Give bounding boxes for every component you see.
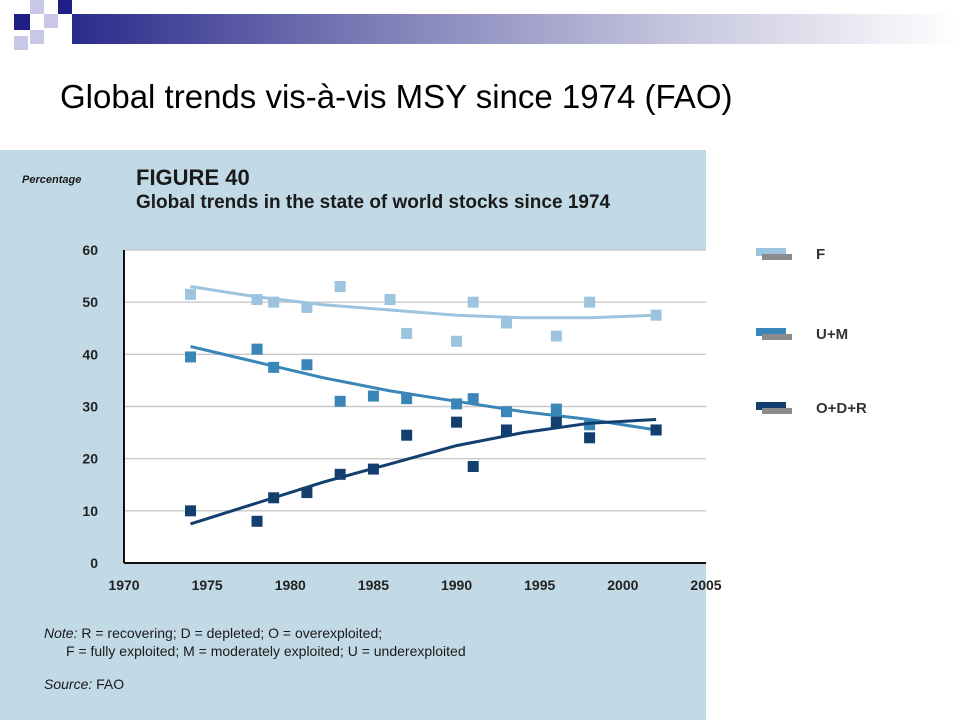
- data-point-series-1: [334, 395, 346, 407]
- trend-line-series-2: [190, 418, 657, 526]
- title-gradient-bar: [72, 14, 960, 44]
- corner-square-lilac: [44, 14, 58, 28]
- x-tick-label: 1995: [524, 577, 555, 593]
- legend-label-f: F: [816, 246, 826, 263]
- data-point-series-2: [367, 463, 379, 475]
- trend-line-series-1: [190, 345, 657, 432]
- x-tick-label: 2005: [690, 577, 721, 593]
- data-point-series-2: [401, 429, 413, 441]
- figure-source: Source: FAO: [44, 676, 124, 692]
- x-tick-label: 1975: [192, 577, 223, 593]
- y-tick-label: 40: [82, 346, 98, 362]
- source-prefix: Source:: [44, 676, 93, 692]
- data-point-series-2: [451, 416, 463, 428]
- data-point-series-0: [650, 309, 662, 321]
- data-point-series-0: [451, 335, 463, 347]
- x-tick-label: 1980: [275, 577, 306, 593]
- data-point-series-2: [550, 416, 562, 428]
- corner-square-lilac: [14, 36, 28, 50]
- figure-note: Note: R = recovering; D = depleted; O = …: [44, 624, 466, 660]
- note-line-1: R = recovering; D = depleted; O = overex…: [81, 625, 383, 641]
- y-tick-label: 0: [90, 555, 98, 571]
- trend-line-series-0: [190, 285, 657, 320]
- x-tick-label: 2000: [607, 577, 638, 593]
- x-tick-label: 1970: [108, 577, 139, 593]
- figure-title: Global trends in the state of world stoc…: [136, 192, 611, 213]
- legend-item-um: U+M: [756, 326, 848, 343]
- y-tick-label: 60: [82, 242, 98, 258]
- data-point-series-1: [185, 351, 197, 363]
- data-point-series-1: [550, 403, 562, 415]
- data-point-series-1: [301, 359, 313, 371]
- corner-square-navy: [14, 14, 30, 30]
- figure-label: FIGURE 40: [136, 165, 250, 190]
- x-tick-label: 1990: [441, 577, 472, 593]
- data-point-series-0: [384, 294, 396, 306]
- legend-item-f: F: [756, 246, 825, 263]
- legend-label-odr: O+D+R: [816, 400, 867, 417]
- data-point-series-1: [500, 406, 512, 418]
- y-tick-label: 50: [82, 294, 98, 310]
- data-point-series-1: [251, 343, 263, 355]
- corner-square-lilac: [30, 30, 44, 44]
- data-point-series-1: [467, 393, 479, 405]
- legend-swatch-f: [756, 247, 794, 262]
- data-point-series-0: [467, 296, 479, 308]
- legend-swatch-odr: [756, 401, 794, 416]
- x-tick-label: 1985: [358, 577, 389, 593]
- data-point-series-2: [650, 424, 662, 436]
- data-point-series-2: [301, 487, 313, 499]
- data-point-series-0: [401, 327, 413, 339]
- legend-label-um: U+M: [816, 326, 849, 343]
- legend-item-odr: O+D+R: [756, 400, 867, 417]
- data-point-series-0: [268, 296, 280, 308]
- data-point-series-1: [451, 398, 463, 410]
- data-point-series-2: [334, 468, 346, 480]
- data-point-series-0: [334, 281, 346, 293]
- legend-area: [706, 150, 960, 720]
- y-tick-label: 10: [82, 503, 98, 519]
- data-point-series-2: [185, 505, 197, 517]
- data-point-series-1: [268, 361, 280, 373]
- data-point-series-1: [401, 393, 413, 405]
- data-point-series-1: [584, 419, 596, 431]
- data-point-series-2: [251, 515, 263, 527]
- corner-square-navy: [58, 0, 72, 14]
- y-tick-label: 30: [82, 399, 98, 415]
- data-point-series-0: [251, 294, 263, 306]
- slide-title: Global trends vis-à-vis MSY since 1974 (…: [60, 78, 733, 115]
- source-value: FAO: [96, 676, 125, 692]
- data-point-series-0: [301, 301, 313, 313]
- y-axis-label: Percentage: [22, 174, 82, 186]
- note-prefix: Note:: [44, 625, 78, 641]
- data-point-series-1: [367, 390, 379, 402]
- note-line-2: F = fully exploited; M = moderately expl…: [66, 643, 466, 659]
- data-point-series-2: [500, 424, 512, 436]
- data-point-series-0: [550, 330, 562, 342]
- data-point-series-2: [584, 432, 596, 444]
- y-tick-label: 20: [82, 451, 98, 467]
- legend-swatch-um: [756, 327, 794, 342]
- data-point-series-2: [268, 492, 280, 504]
- data-point-series-2: [467, 460, 479, 472]
- data-point-series-0: [500, 317, 512, 329]
- corner-square-lilac: [30, 0, 44, 14]
- data-point-series-0: [584, 296, 596, 308]
- data-point-series-0: [185, 288, 197, 300]
